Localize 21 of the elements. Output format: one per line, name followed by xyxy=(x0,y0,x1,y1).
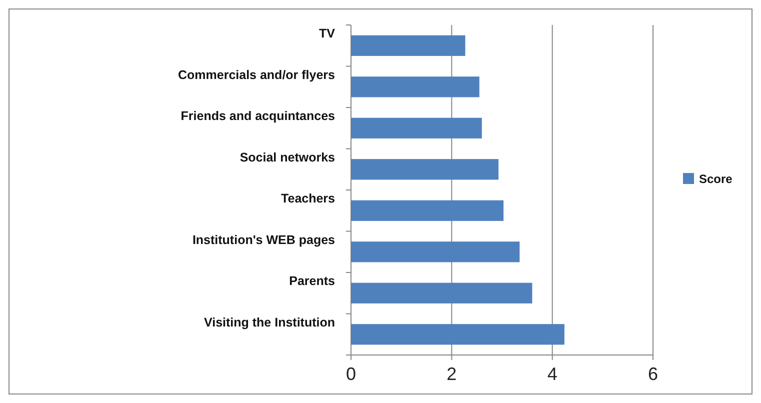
bar xyxy=(351,282,532,304)
legend-label: Score xyxy=(699,172,733,186)
bar xyxy=(351,200,504,221)
y-tick-label: Parents xyxy=(289,274,336,288)
x-tick-label: 4 xyxy=(547,364,558,384)
bar xyxy=(351,118,482,138)
bar xyxy=(351,76,480,98)
y-tick-label: Friends and acquintances xyxy=(180,109,336,124)
x-tick-label: 2 xyxy=(446,364,457,384)
bar xyxy=(351,35,466,56)
y-tick-label: Social networks xyxy=(240,150,336,164)
bar xyxy=(351,324,564,345)
y-tick-label: Visiting the Institution xyxy=(204,315,335,330)
bar xyxy=(351,242,520,262)
y-tick-label: Teachers xyxy=(281,192,336,206)
x-tick-label: 0 xyxy=(346,364,356,384)
y-tick-label: Commercials and/or flyers xyxy=(178,68,336,82)
y-tick-label: Institution's WEB pages xyxy=(192,232,336,247)
bar xyxy=(351,159,498,180)
x-tick-label: 6 xyxy=(648,364,658,384)
y-tick-label: TV xyxy=(319,26,336,41)
